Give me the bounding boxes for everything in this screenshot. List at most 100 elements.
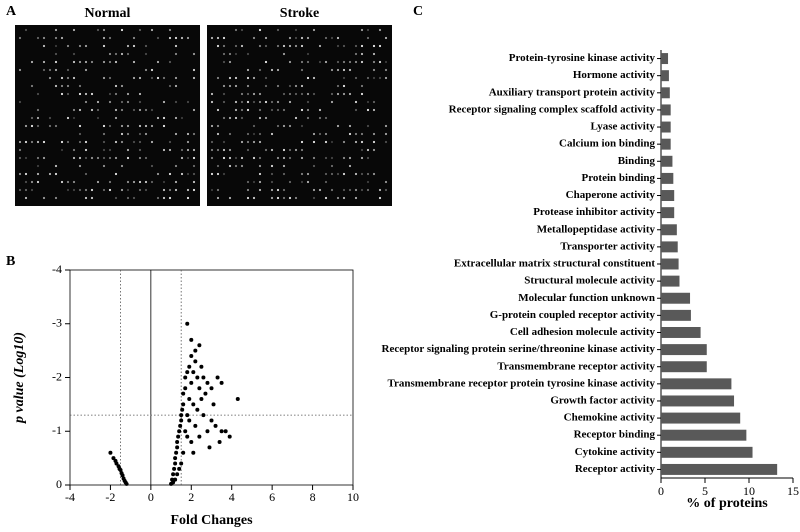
array-spot <box>324 60 328 64</box>
point <box>187 397 192 401</box>
array-spot <box>18 156 22 160</box>
point <box>189 380 194 385</box>
array-spot <box>36 180 40 184</box>
array-spot <box>210 172 214 176</box>
array-spot <box>168 60 172 64</box>
point <box>191 370 196 375</box>
array-spot <box>258 180 262 184</box>
array-spot <box>66 180 70 184</box>
array-spot <box>252 140 256 144</box>
array-spot <box>180 116 184 120</box>
image-title: Normal <box>85 6 131 21</box>
array-spot <box>150 68 154 72</box>
array-spot <box>162 124 166 128</box>
array-spot <box>102 76 106 80</box>
array-spot <box>156 60 160 64</box>
array-spot <box>174 100 178 104</box>
array-spot <box>252 180 256 184</box>
array-spot <box>78 44 82 48</box>
array-spot <box>84 92 88 96</box>
array-spot <box>222 148 226 152</box>
array-spot <box>294 44 298 48</box>
array-spot <box>114 52 118 56</box>
array-spot <box>66 116 70 120</box>
array-spot <box>54 124 58 128</box>
array-spot <box>348 188 352 192</box>
array-spot <box>210 148 214 152</box>
array-spot <box>186 132 190 136</box>
array-spot <box>138 180 142 184</box>
array-spot <box>336 124 340 128</box>
array-spot <box>162 180 166 184</box>
array-spot <box>282 164 286 168</box>
array-spot <box>312 76 316 80</box>
array-spot <box>234 164 238 168</box>
array-spot <box>186 172 190 176</box>
array-spot <box>384 124 388 128</box>
array-spot <box>102 164 106 168</box>
array-spot <box>366 148 370 152</box>
point <box>185 321 190 326</box>
array-spot <box>270 132 274 136</box>
array-spot <box>24 188 28 192</box>
y-tick-label: 0 <box>56 477 62 491</box>
array-spot <box>36 124 40 128</box>
array-spot <box>222 84 226 88</box>
array-spot <box>384 140 388 144</box>
array-spot <box>228 148 232 152</box>
array-spot <box>348 124 352 128</box>
array-spot <box>354 196 358 200</box>
bar <box>661 361 707 373</box>
array-spot <box>174 132 178 136</box>
array-spot <box>132 60 136 64</box>
point <box>205 429 210 434</box>
bar <box>661 224 677 236</box>
array-spot <box>174 84 178 88</box>
array-spot <box>378 196 382 200</box>
array-spot <box>138 148 142 152</box>
bar <box>661 412 741 424</box>
array-spot <box>324 132 328 136</box>
x-tick-label: 10 <box>347 490 359 504</box>
array-spot <box>246 52 250 56</box>
array-spot <box>222 44 226 48</box>
array-spot <box>72 156 76 160</box>
array-spot <box>294 92 298 96</box>
array-spot <box>174 44 178 48</box>
array-spot <box>162 116 166 120</box>
point <box>173 461 178 466</box>
array-spot <box>330 172 334 176</box>
point <box>118 467 123 472</box>
array-spot <box>126 124 130 128</box>
array-spot <box>42 156 46 160</box>
array-spot <box>228 156 232 160</box>
point <box>181 391 186 396</box>
x-tick-label: 10 <box>743 484 755 498</box>
array-spot <box>114 172 118 176</box>
array-spot <box>228 60 232 64</box>
array-spot <box>216 148 220 152</box>
array-spot <box>354 132 358 136</box>
category-label: Transmembrane receptor activity <box>497 360 655 372</box>
array-spot <box>78 188 82 192</box>
array-spot <box>36 156 40 160</box>
array-spot <box>60 92 64 96</box>
array-spot <box>174 188 178 192</box>
bar <box>661 429 747 441</box>
array-spot <box>258 132 262 136</box>
category-label: Receptor signaling protein serine/threon… <box>382 343 656 355</box>
array-spot <box>138 28 142 32</box>
point <box>185 434 190 439</box>
array-spot <box>336 68 340 72</box>
bar <box>661 155 673 167</box>
array-spot <box>258 68 262 72</box>
array-spot <box>36 92 40 96</box>
array-spot <box>102 132 106 136</box>
x-tick-label: 15 <box>787 484 799 498</box>
point <box>217 440 222 444</box>
array-spot <box>258 100 262 104</box>
x-tick-label: 6 <box>269 490 275 504</box>
point <box>181 402 186 407</box>
array-spot <box>72 28 76 32</box>
